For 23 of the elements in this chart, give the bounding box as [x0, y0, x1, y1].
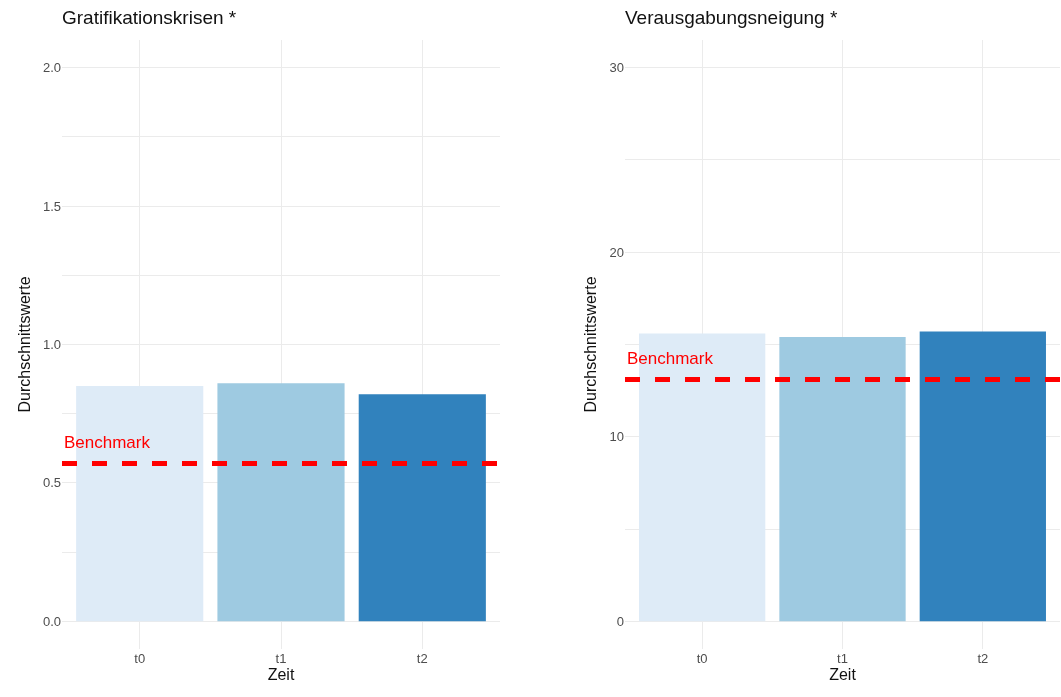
ref-line-label: Benchmark — [64, 433, 151, 452]
x-tick-label: t0 — [696, 651, 708, 666]
y-axis-title: Durchschnittswerte — [582, 276, 600, 413]
chart-title: Gratifikationskrisen * — [62, 6, 237, 28]
x-tick-label: t1 — [275, 651, 287, 666]
x-axis-title: Zeit — [829, 666, 857, 683]
y-tick-label: 20 — [609, 244, 624, 260]
x-tick-label: t2 — [977, 651, 989, 666]
y-tick-label: 1.5 — [42, 198, 61, 214]
x-tick-label: t1 — [837, 651, 848, 666]
y-tick-label: 2.0 — [42, 60, 61, 76]
y-tick-label: 0 — [616, 613, 624, 629]
chart-title: Verausgabungsneigung * — [625, 6, 838, 28]
ref-line-label: Benchmark — [627, 349, 714, 368]
x-tick-label: t0 — [134, 651, 146, 666]
y-axis-title: Durchschnittswerte — [15, 276, 33, 413]
x-tick-label: t2 — [416, 651, 428, 666]
y-tick-label: 30 — [609, 60, 624, 76]
y-tick-label: 10 — [609, 429, 624, 445]
y-tick-label: 0.0 — [42, 613, 61, 629]
x-axis-title: Zeit — [267, 666, 295, 683]
y-tick-label: 1.0 — [42, 337, 61, 353]
y-tick-label: 0.5 — [42, 475, 61, 491]
